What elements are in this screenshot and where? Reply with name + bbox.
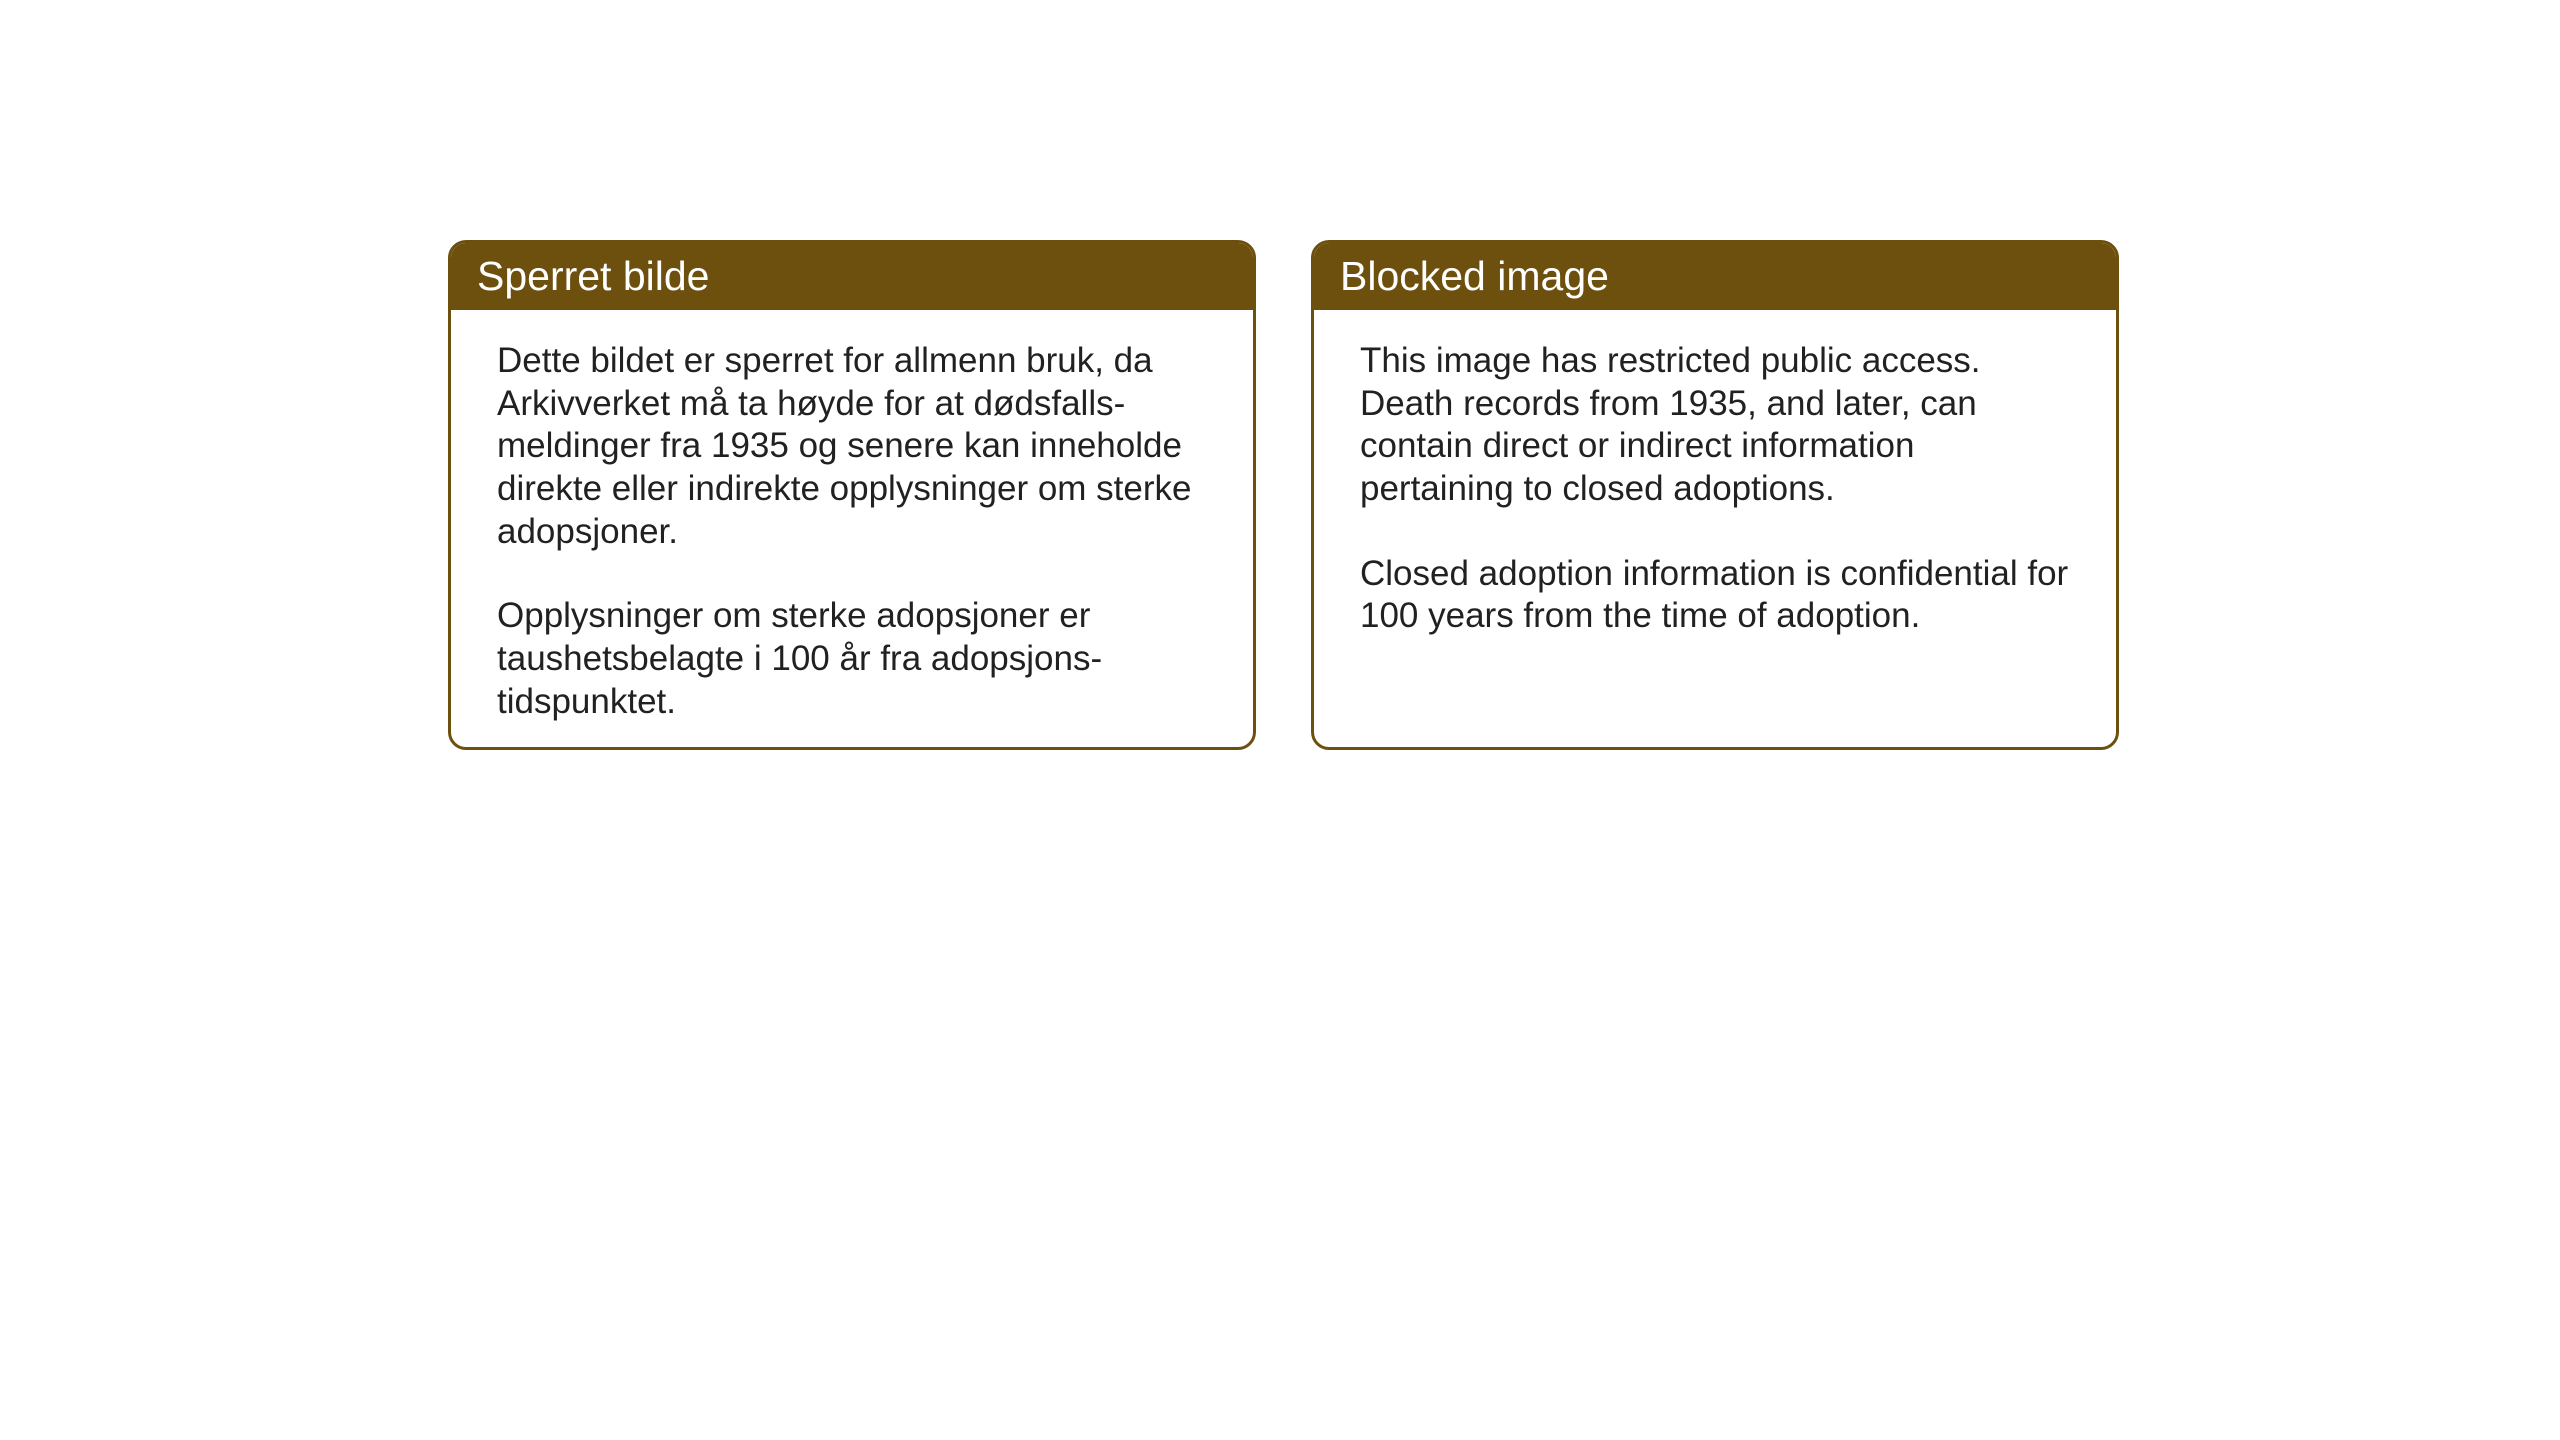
notice-container: Sperret bilde Dette bildet er sperret fo… (0, 0, 2560, 750)
card-body-norwegian: Dette bildet er sperret for allmenn bruk… (451, 310, 1253, 750)
card-paragraph-1-english: This image has restricted public access.… (1360, 340, 2070, 511)
card-paragraph-2-english: Closed adoption information is confident… (1360, 553, 2070, 638)
card-header-norwegian: Sperret bilde (451, 243, 1253, 310)
card-paragraph-1-norwegian: Dette bildet er sperret for allmenn bruk… (497, 340, 1207, 553)
notice-card-english: Blocked image This image has restricted … (1311, 240, 2119, 750)
card-header-english: Blocked image (1314, 243, 2116, 310)
card-body-english: This image has restricted public access.… (1314, 310, 2116, 668)
card-title-norwegian: Sperret bilde (477, 253, 709, 299)
card-paragraph-2-norwegian: Opplysninger om sterke adopsjoner er tau… (497, 595, 1207, 723)
card-title-english: Blocked image (1340, 253, 1609, 299)
notice-card-norwegian: Sperret bilde Dette bildet er sperret fo… (448, 240, 1256, 750)
